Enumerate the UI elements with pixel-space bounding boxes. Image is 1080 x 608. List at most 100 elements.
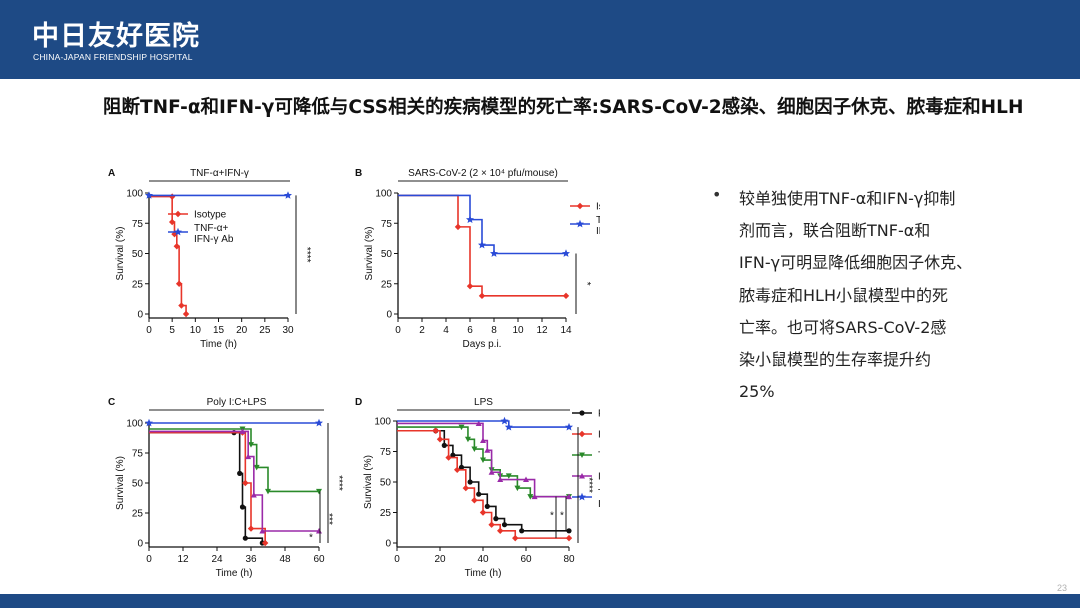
significance-label: ****	[333, 475, 344, 491]
x-tick-label: 60	[520, 554, 532, 565]
x-axis-label: Time (h)	[216, 568, 253, 579]
series-line	[149, 428, 319, 493]
data-point	[454, 466, 461, 473]
legend-label: IFN-γ Ab	[596, 226, 600, 237]
data-point	[248, 442, 254, 448]
data-point	[565, 422, 573, 431]
y-tick-label: 50	[132, 249, 144, 260]
data-point	[566, 493, 572, 500]
data-point	[454, 223, 462, 231]
hospital-logo-en: CHINA-JAPAN FRIENDSHIP HOSPITAL	[33, 52, 193, 62]
legend-marker	[579, 410, 585, 416]
y-axis-label: Survival (%)	[364, 227, 375, 281]
x-tick-label: 25	[259, 325, 271, 336]
data-point	[527, 494, 534, 500]
x-tick-label: 10	[512, 325, 524, 336]
data-point	[493, 516, 499, 522]
data-point	[479, 509, 487, 516]
data-point	[242, 535, 248, 541]
data-point	[441, 442, 447, 448]
bullet-marker: •	[712, 185, 722, 204]
data-point	[488, 521, 495, 528]
legend-marker	[578, 492, 586, 501]
bullet-text: 较单独使用TNF-α和IFN-γ抑制 剂而言，联合阻断TNF-α和 IFN-γ可…	[739, 183, 1039, 408]
data-point	[145, 418, 153, 427]
significance-label: *	[581, 282, 592, 286]
data-point	[505, 473, 512, 479]
legend-marker	[576, 219, 584, 228]
x-axis-label: Time (h)	[200, 339, 237, 350]
x-tick-label: 12	[177, 554, 189, 565]
x-tick-label: 5	[169, 325, 175, 336]
data-point	[523, 476, 529, 483]
significance-label: ***	[323, 513, 334, 525]
x-tick-label: 24	[211, 554, 223, 565]
y-tick-label: 100	[375, 189, 392, 200]
y-tick-label: 100	[126, 419, 143, 430]
significance-label: ****	[301, 247, 312, 263]
y-tick-label: 0	[137, 310, 143, 321]
significance-label: *	[560, 511, 564, 522]
data-point	[168, 193, 176, 200]
y-tick-label: 0	[137, 539, 143, 550]
y-axis-label: Survival (%)	[115, 456, 126, 510]
data-point	[253, 464, 260, 471]
data-point	[467, 479, 473, 485]
legend-label: TNF-α+	[596, 215, 600, 226]
panel-label: D	[355, 397, 362, 408]
x-tick-label: 40	[477, 554, 489, 565]
data-point	[476, 491, 482, 497]
data-point	[512, 534, 519, 542]
bullet-line: 剂而言，联合阻断TNF-α和	[739, 221, 931, 241]
data-point	[466, 282, 474, 290]
data-point	[500, 416, 509, 425]
x-tick-label: 0	[394, 554, 400, 565]
bullet-line: 较单独使用TNF-α和IFN-γ抑制	[739, 189, 956, 208]
data-point	[504, 422, 513, 431]
legend-label: TNF-α+	[598, 488, 600, 499]
data-point	[471, 497, 478, 504]
data-point	[316, 488, 322, 495]
data-point	[478, 240, 486, 249]
data-point	[315, 418, 323, 427]
data-point	[247, 525, 255, 532]
x-tick-label: 48	[279, 554, 291, 565]
data-point	[250, 492, 257, 498]
y-tick-label: 75	[380, 447, 392, 458]
x-tick-label: 30	[282, 325, 294, 336]
data-point	[175, 280, 183, 287]
y-tick-label: 25	[381, 279, 393, 290]
bullet-line: 25%	[739, 382, 775, 402]
significance-label: *	[309, 533, 313, 544]
legend-label: PBS	[598, 409, 600, 420]
data-point	[239, 504, 246, 510]
legend-label: Isotype	[194, 210, 227, 221]
y-axis-label: Survival (%)	[363, 455, 374, 509]
chart-title: SARS-CoV-2 (2 × 10⁴ pfu/mouse)	[408, 168, 558, 179]
data-point	[173, 243, 180, 250]
data-point	[259, 528, 266, 534]
slide-title: 阻断TNF-α和IFN-γ可降低与CSS相关的疾病模型的死亡率:SARS-CoV…	[103, 97, 1024, 118]
legend-marker	[174, 227, 182, 236]
y-tick-label: 50	[380, 478, 392, 489]
y-tick-label: 25	[380, 508, 392, 519]
data-point	[458, 464, 465, 470]
data-point	[445, 454, 452, 461]
x-tick-label: 80	[563, 554, 575, 565]
data-point	[519, 528, 525, 534]
legend-marker	[576, 202, 584, 210]
significance-label: ****	[583, 477, 594, 493]
y-tick-label: 25	[132, 509, 144, 520]
data-point	[464, 436, 471, 443]
data-point	[265, 488, 271, 495]
legend-marker	[579, 473, 585, 479]
y-tick-label: 0	[386, 310, 392, 321]
bullet-line: 亡率。也可将SARS-CoV-2感	[739, 317, 947, 337]
x-axis-label: Days p.i.	[463, 339, 502, 350]
data-point	[450, 452, 456, 458]
data-point	[514, 485, 521, 492]
chart-title: Poly I:C+LPS	[207, 397, 267, 408]
series-line	[397, 429, 569, 539]
data-point	[284, 191, 292, 199]
y-tick-label: 75	[132, 219, 144, 230]
